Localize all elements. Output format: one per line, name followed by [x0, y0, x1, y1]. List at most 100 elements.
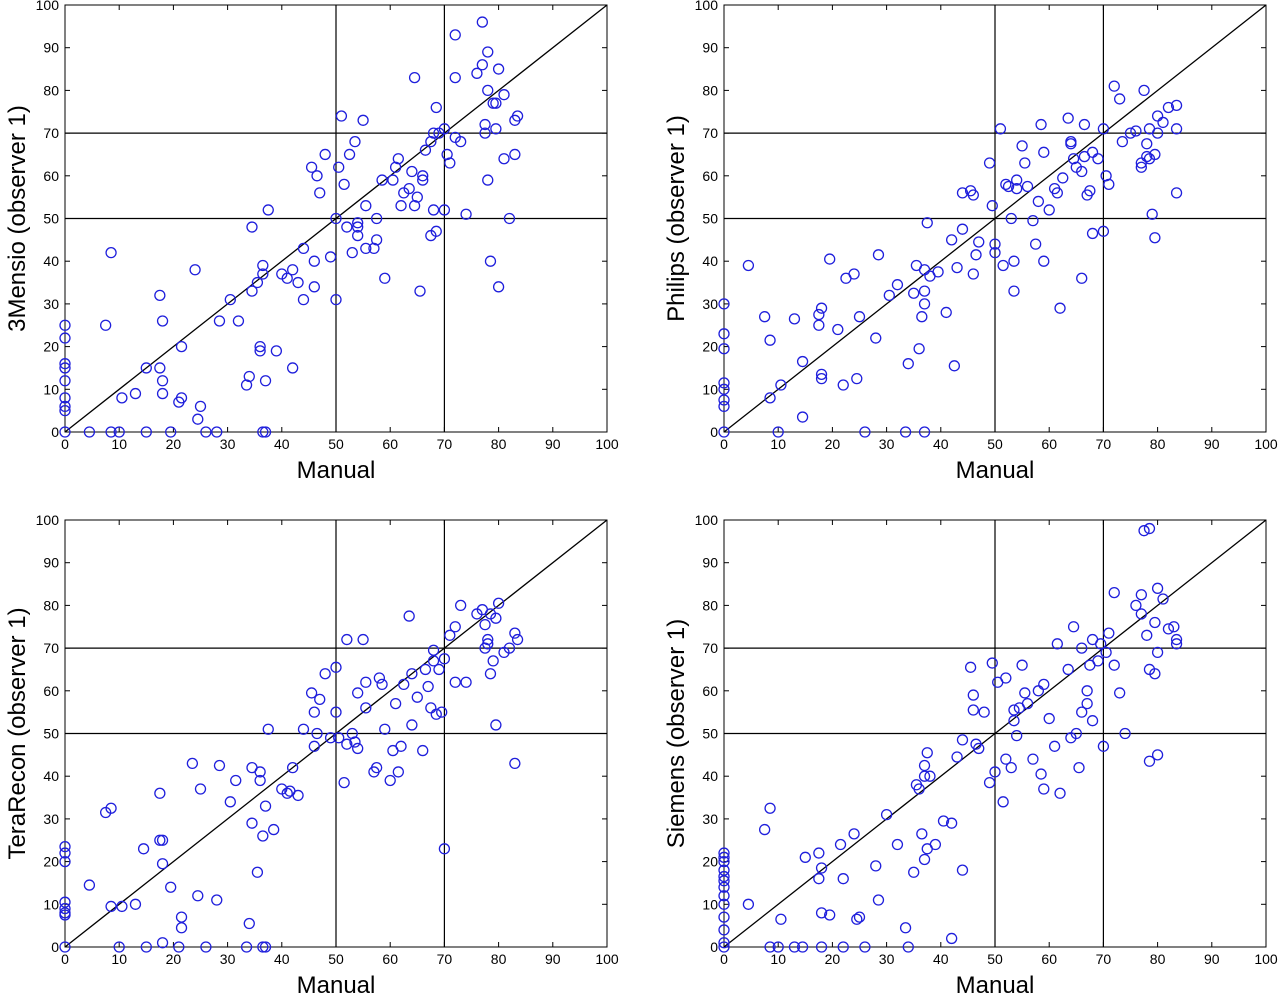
- data-point: [479, 618, 491, 631]
- data-point: [1076, 165, 1088, 178]
- data-point: [1143, 755, 1156, 767]
- data-point: [254, 340, 266, 353]
- y-axis-label: 3Mensio (observer 1): [4, 105, 31, 332]
- data-point: [246, 285, 258, 297]
- data-point: [872, 249, 885, 261]
- data-point: [403, 182, 415, 195]
- data-point: [292, 789, 304, 802]
- data-point: [1119, 727, 1131, 740]
- data-point: [200, 426, 212, 438]
- data-point: [352, 742, 364, 755]
- data-point: [1108, 586, 1120, 599]
- data-point: [59, 841, 71, 853]
- data-point: [189, 264, 201, 276]
- x-tick-label: 40: [274, 951, 290, 967]
- data-point: [352, 687, 364, 699]
- data-point: [1135, 161, 1147, 173]
- data-point: [59, 375, 71, 387]
- data-point: [1016, 659, 1028, 671]
- data-point: [718, 377, 730, 389]
- data-point: [438, 123, 451, 135]
- data-point: [1062, 663, 1074, 676]
- y-tick-label: 70: [702, 125, 718, 141]
- data-point: [503, 642, 516, 654]
- data-point: [213, 759, 226, 772]
- data-point: [346, 247, 358, 259]
- data-point: [281, 272, 293, 284]
- data-point: [1170, 633, 1183, 646]
- x-tick-label: 70: [1096, 951, 1112, 967]
- data-point: [392, 153, 404, 165]
- x-tick-label: 80: [491, 951, 507, 967]
- data-point: [1057, 172, 1069, 184]
- data-point: [1108, 80, 1120, 92]
- scatter-panel-siemens: 0 10 20 30 40 50 60 70 80 90 100 0 10 20 30 40 50 60 70 80 9…: [663, 512, 1278, 995]
- data-point: [1035, 118, 1047, 131]
- data-point: [484, 255, 497, 267]
- data-point: [444, 157, 456, 169]
- data-point: [967, 704, 979, 716]
- data-point: [156, 858, 169, 870]
- data-point: [1008, 255, 1020, 267]
- data-point: [232, 315, 245, 327]
- data-point: [379, 272, 391, 284]
- data-point: [511, 633, 524, 646]
- x-tick-label: 30: [220, 951, 236, 967]
- y-tick-label: 40: [702, 768, 718, 784]
- data-point: [1038, 783, 1050, 795]
- data-point: [967, 268, 979, 280]
- data-point: [59, 896, 71, 908]
- data-point: [352, 221, 364, 233]
- data-point: [815, 302, 828, 314]
- data-point: [59, 319, 71, 331]
- data-point: [1019, 157, 1031, 169]
- data-point: [482, 633, 494, 646]
- y-tick-label: 0: [51, 424, 59, 440]
- data-point: [116, 900, 128, 913]
- data-point: [718, 383, 730, 395]
- data-point: [1005, 212, 1017, 225]
- data-point: [59, 855, 71, 868]
- y-tick-label: 40: [43, 768, 59, 784]
- data-point: [902, 941, 914, 953]
- data-point: [834, 838, 847, 851]
- identity-line: [64, 4, 608, 433]
- data-point: [1051, 187, 1063, 199]
- x-tick-label: 10: [770, 951, 786, 967]
- data-point: [956, 864, 969, 876]
- data-point: [1162, 101, 1175, 114]
- data-point: [813, 308, 825, 321]
- data-point: [251, 276, 264, 289]
- data-point: [1062, 112, 1074, 124]
- y-tick-label: 30: [43, 811, 59, 827]
- data-point: [308, 281, 320, 293]
- data-point: [1170, 99, 1183, 111]
- data-point: [1043, 204, 1055, 216]
- y-tick-label: 30: [43, 296, 59, 312]
- data-point: [908, 866, 920, 878]
- data-point: [411, 691, 423, 703]
- data-point: [986, 657, 998, 669]
- data-point: [154, 289, 166, 302]
- data-point: [140, 941, 152, 953]
- data-point: [482, 46, 494, 58]
- data-point: [414, 285, 426, 297]
- x-tick-label: 10: [770, 436, 786, 452]
- data-point: [175, 392, 188, 404]
- data-point: [1092, 655, 1104, 667]
- data-point: [918, 285, 931, 297]
- data-point: [384, 774, 396, 787]
- data-point: [929, 838, 942, 851]
- data-point: [357, 114, 369, 126]
- x-tick-label: 60: [1041, 436, 1057, 452]
- data-point: [427, 127, 440, 139]
- data-point: [1021, 180, 1034, 193]
- data-point: [224, 293, 236, 306]
- data-point: [986, 200, 998, 212]
- data-point: [370, 234, 383, 246]
- data-point: [333, 161, 345, 173]
- data-point: [492, 63, 505, 75]
- data-point: [951, 751, 963, 763]
- data-point: [476, 59, 488, 71]
- data-point: [848, 268, 860, 280]
